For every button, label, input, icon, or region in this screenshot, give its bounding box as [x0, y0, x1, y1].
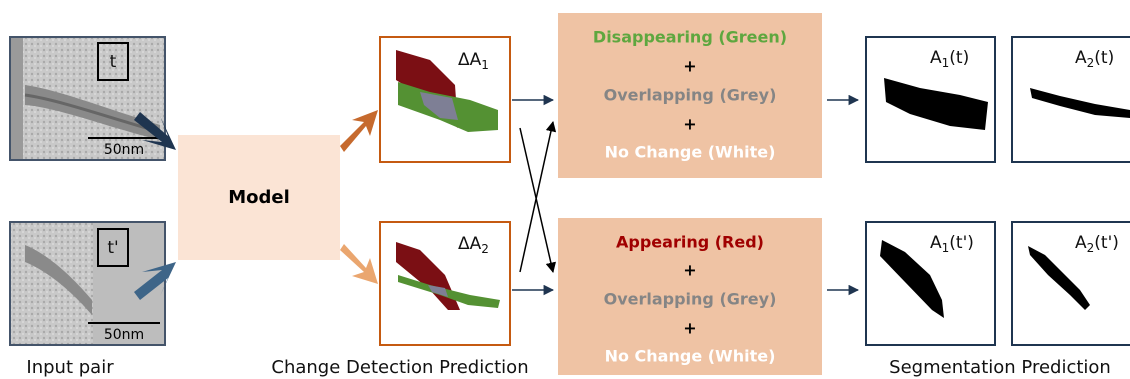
scale-label: 50nm [104, 327, 144, 343]
legend-line: Overlapping (Grey) [604, 86, 777, 105]
label-sub: 1 [942, 56, 950, 70]
label-main: A [1075, 48, 1087, 68]
label-sub: 2 [1087, 56, 1095, 70]
label-sub: 2 [481, 242, 489, 256]
input-image: t' 50nm [10, 222, 165, 345]
legend-line: Disappearing (Green) [593, 28, 787, 47]
legend-line: No Change (White) [605, 347, 776, 366]
caption: Change Detection Prediction [271, 357, 528, 378]
label-main: A [1075, 233, 1087, 253]
legend-line: + [683, 261, 696, 280]
input-image: t 50nm [10, 37, 165, 160]
segmentation-map: A2(t) [1012, 37, 1130, 162]
legend-line: Overlapping (Grey) [604, 290, 777, 309]
label-sub: 2 [1087, 241, 1095, 255]
caption: Input pair [26, 357, 114, 378]
scale-label: 50nm [104, 142, 144, 158]
segmentation-label: A2(t') [1075, 233, 1119, 255]
label-suffix: (t) [949, 48, 969, 68]
label-main: A [930, 233, 942, 253]
legend-line: + [683, 57, 696, 76]
legend-line: No Change (White) [605, 143, 776, 162]
label-main: ΔA [458, 50, 482, 70]
label-sub: 1 [942, 241, 950, 255]
arrow [340, 244, 378, 284]
segmentation-map: A2(t') [1012, 222, 1130, 345]
change-map: ΔA2 [380, 222, 510, 345]
caption: Segmentation Prediction [889, 357, 1111, 378]
label-main: A [930, 48, 942, 68]
segmentation-label: A2(t) [1075, 48, 1114, 70]
legend-line: + [683, 319, 696, 338]
label-suffix: (t) [1094, 48, 1114, 68]
segmentation-map: A1(t') [866, 222, 995, 345]
time-label: t' [107, 238, 118, 258]
model-label: Model [228, 187, 290, 208]
label-sub: 1 [481, 58, 489, 72]
arrow [340, 110, 378, 152]
change-map: ΔA1 [380, 37, 510, 162]
label-main: ΔA [458, 234, 482, 254]
segmentation-map: A1(t) [866, 37, 995, 162]
legend-line: + [683, 115, 696, 134]
legend-line: Appearing (Red) [616, 233, 764, 252]
segmentation-label: A1(t) [930, 48, 969, 70]
segmentation-label: A1(t') [930, 233, 974, 255]
diagram: t 50nm t' 50nm Model ΔA1 ΔA2 Di [0, 0, 1130, 379]
label-suffix: (t') [1094, 233, 1119, 253]
label-suffix: (t') [949, 233, 974, 253]
time-label: t [110, 52, 117, 72]
